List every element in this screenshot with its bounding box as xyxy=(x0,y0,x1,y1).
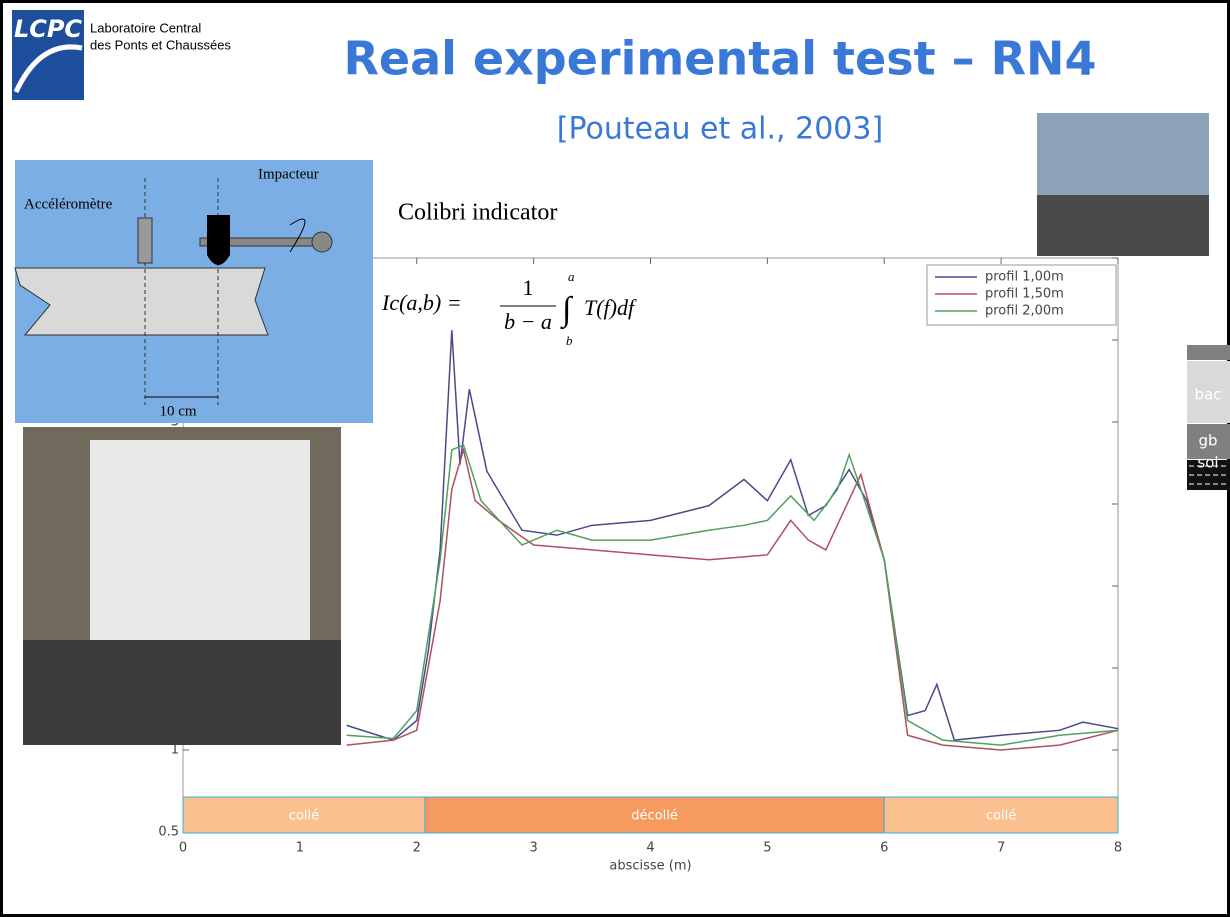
photo-van-body xyxy=(90,440,310,640)
photo-road xyxy=(23,640,341,745)
indicator-label: Colibri indicator xyxy=(398,200,557,226)
line xyxy=(346,446,1119,751)
slab xyxy=(14,267,269,336)
legend-label: profil 2,00m xyxy=(985,304,1064,319)
legend-label: profil 1,00m xyxy=(985,270,1064,285)
diagram-label: Impacteur xyxy=(258,166,319,182)
title: Real experimental test – RN4 xyxy=(343,32,1096,86)
x-tick-label: 7 xyxy=(997,841,1005,856)
formula-part: b xyxy=(566,333,573,348)
layer-label: sol xyxy=(1197,454,1218,472)
zone-label: décollé xyxy=(631,809,678,824)
zone xyxy=(883,796,1119,834)
x-tick-label: 0 xyxy=(179,841,187,856)
layer-label: bac xyxy=(1195,386,1222,404)
x-tick-label: 8 xyxy=(1114,841,1122,856)
layer-top xyxy=(1187,345,1230,360)
x-tick-label: 1 xyxy=(296,841,304,856)
diagram-label: 10 cm xyxy=(159,403,196,419)
zone-label: collé xyxy=(986,809,1016,824)
formula-part: ∫ xyxy=(560,291,574,330)
layer-pattern xyxy=(1189,465,1228,485)
lab-name: Laboratoire Central xyxy=(90,20,201,35)
accelerometer xyxy=(137,217,153,264)
diagram-label: Accéléromètre xyxy=(24,196,113,212)
formula-part: T(f)df xyxy=(584,295,637,320)
rotation-arrow xyxy=(289,218,306,253)
x-tick-label: 2 xyxy=(413,841,421,856)
x-tick-label: 6 xyxy=(880,841,888,856)
impactor-head xyxy=(207,215,230,265)
layer-gb xyxy=(1187,424,1230,459)
formula-part: b − a xyxy=(504,309,552,334)
citation: [Pouteau et al., 2003] xyxy=(557,112,883,147)
legend-box xyxy=(926,264,1117,326)
line xyxy=(346,443,1119,746)
x-tick-label: 3 xyxy=(529,841,537,856)
formula-part: Ic(a,b) = xyxy=(381,290,462,315)
y-tick-label: 0.5 xyxy=(158,825,179,840)
x-tick-label: 4 xyxy=(646,841,654,856)
formula-part: a xyxy=(568,269,575,284)
x-tick-label: 5 xyxy=(763,841,771,856)
layer-label: gb xyxy=(1198,432,1217,450)
y-tick-label: 1 xyxy=(171,743,179,758)
x-axis-label: abscisse (m) xyxy=(609,859,691,874)
photo-road-surface xyxy=(1037,195,1209,256)
formula: Ic(a,b) = 1 b − a ∫ a b T(f)df xyxy=(381,269,637,348)
zone xyxy=(182,796,426,834)
zone-label: collé xyxy=(289,809,319,824)
zone xyxy=(424,796,885,834)
impactor-ball xyxy=(311,231,333,253)
lab-name: des Ponts et Chaussées xyxy=(90,37,231,52)
logo-text: LCPC xyxy=(14,15,82,43)
logo-arc xyxy=(13,44,83,94)
overlay: LCPC Laboratoire Central des Ponts et Ch… xyxy=(12,10,1230,745)
line xyxy=(346,330,1119,741)
legend-label: profil 1,50m xyxy=(985,287,1064,302)
formula-part: 1 xyxy=(523,275,534,300)
layer-bac xyxy=(1187,361,1230,423)
